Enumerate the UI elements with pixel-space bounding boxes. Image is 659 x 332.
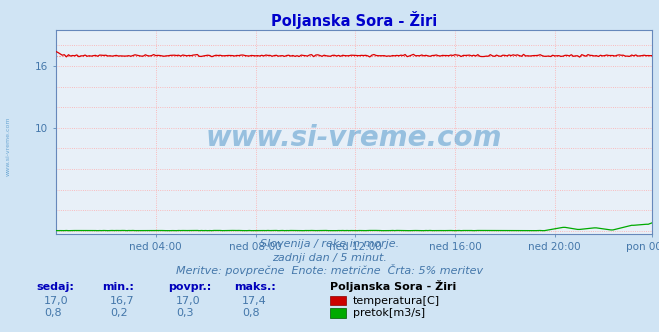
Text: www.si-vreme.com: www.si-vreme.com <box>206 124 502 152</box>
Text: 0,3: 0,3 <box>176 308 194 318</box>
Text: 16,7: 16,7 <box>110 296 134 306</box>
Text: Meritve: povprečne  Enote: metrične  Črta: 5% meritev: Meritve: povprečne Enote: metrične Črta:… <box>176 264 483 276</box>
Text: sedaj:: sedaj: <box>36 283 74 292</box>
Text: pretok[m3/s]: pretok[m3/s] <box>353 308 424 318</box>
Text: zadnji dan / 5 minut.: zadnji dan / 5 minut. <box>272 253 387 263</box>
Text: temperatura[C]: temperatura[C] <box>353 296 440 306</box>
Text: www.si-vreme.com: www.si-vreme.com <box>6 116 11 176</box>
Text: 17,0: 17,0 <box>176 296 200 306</box>
Text: maks.:: maks.: <box>234 283 275 292</box>
Text: 17,4: 17,4 <box>242 296 267 306</box>
Text: min.:: min.: <box>102 283 134 292</box>
Text: 0,2: 0,2 <box>110 308 128 318</box>
Text: 17,0: 17,0 <box>44 296 69 306</box>
Text: Poljanska Sora - Žiri: Poljanska Sora - Žiri <box>330 281 456 292</box>
Text: 0,8: 0,8 <box>242 308 260 318</box>
Text: povpr.:: povpr.: <box>168 283 212 292</box>
Title: Poljanska Sora - Žiri: Poljanska Sora - Žiri <box>271 11 438 29</box>
Text: Slovenija / reke in morje.: Slovenija / reke in morje. <box>260 239 399 249</box>
Text: 0,8: 0,8 <box>44 308 62 318</box>
